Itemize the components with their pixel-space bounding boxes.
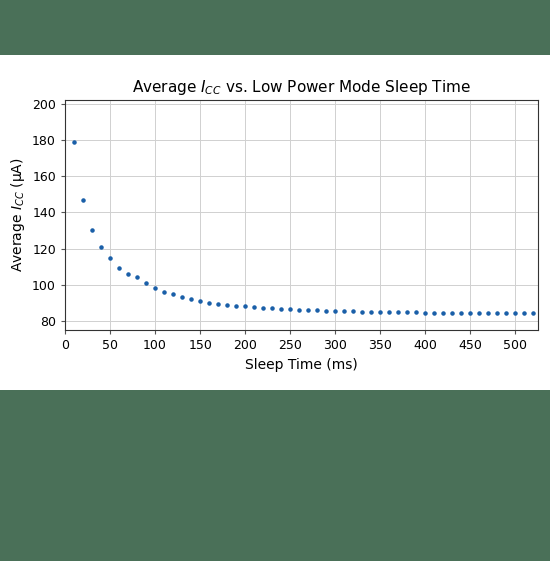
Point: [349, 307, 358, 316]
Point: [142, 278, 151, 287]
Point: [70, 137, 79, 146]
Point: [448, 309, 457, 318]
Point: [475, 309, 484, 318]
Point: [114, 264, 123, 273]
Point: [529, 309, 538, 318]
Point: [133, 273, 141, 282]
Point: [250, 303, 258, 312]
Point: [97, 242, 106, 251]
Point: [268, 304, 277, 312]
Point: [367, 307, 376, 316]
Point: [205, 298, 213, 307]
Point: [340, 307, 349, 316]
Point: [241, 302, 250, 311]
Point: [394, 308, 403, 317]
Point: [385, 307, 394, 316]
Point: [277, 304, 285, 313]
Point: [520, 309, 529, 318]
Point: [295, 305, 304, 314]
Point: [484, 309, 493, 318]
Point: [196, 297, 205, 306]
Point: [403, 308, 412, 317]
Point: [322, 306, 331, 315]
Point: [412, 308, 421, 317]
Point: [223, 300, 232, 309]
Point: [466, 309, 475, 318]
Point: [421, 308, 430, 317]
Point: [259, 304, 268, 312]
Point: [214, 299, 223, 308]
Point: [169, 289, 178, 298]
Point: [511, 309, 520, 318]
Point: [286, 305, 295, 314]
Point: [439, 309, 448, 318]
Point: [187, 295, 196, 304]
Point: [430, 308, 439, 317]
Point: [87, 226, 96, 235]
Point: [106, 253, 114, 262]
Point: [304, 306, 312, 315]
Point: [502, 309, 511, 318]
Point: [151, 284, 160, 293]
Point: [124, 269, 133, 278]
Title: Average $I_{CC}$ vs. Low Power Mode Sleep Time: Average $I_{CC}$ vs. Low Power Mode Slee…: [132, 77, 471, 96]
Point: [376, 307, 385, 316]
Point: [493, 309, 502, 318]
X-axis label: Sleep Time (ms): Sleep Time (ms): [245, 357, 358, 371]
Point: [358, 307, 367, 316]
Y-axis label: Average $I_{CC}$ (μA): Average $I_{CC}$ (μA): [9, 158, 26, 272]
Point: [178, 293, 186, 302]
Point: [160, 287, 168, 296]
Point: [331, 306, 340, 315]
Point: [457, 309, 466, 318]
Point: [232, 301, 240, 310]
Point: [313, 306, 322, 315]
Point: [79, 195, 87, 204]
